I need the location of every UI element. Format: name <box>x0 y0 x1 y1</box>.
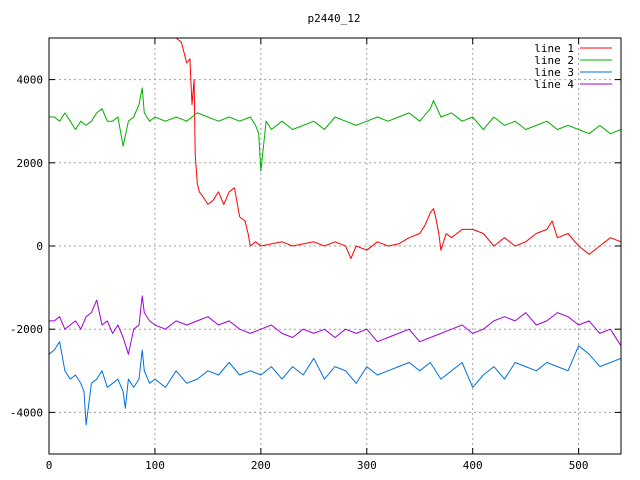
x-tick-label: 500 <box>569 459 589 472</box>
x-tick-label: 100 <box>145 459 165 472</box>
series-line-2 <box>49 87 621 172</box>
axis-ticks: 0 100 200 300 400 500 -4000 -2000 0 2000 4000 <box>10 38 621 472</box>
x-tick-label: 200 <box>251 459 271 472</box>
y-tick-label: 2000 <box>17 157 44 170</box>
x-tick-label: 0 <box>46 459 53 472</box>
legend-label: line 1 <box>534 42 574 55</box>
x-tick-label: 400 <box>463 459 483 472</box>
y-tick-label: 0 <box>36 240 43 253</box>
y-tick-label: -2000 <box>10 323 43 336</box>
grid <box>49 38 621 454</box>
x-tick-label: 300 <box>357 459 377 472</box>
series-group <box>49 38 621 426</box>
series-line-1 <box>175 38 621 259</box>
legend-label: line 2 <box>534 54 574 67</box>
y-tick-label: 4000 <box>17 74 44 87</box>
legend-label: line 3 <box>534 66 574 79</box>
legend-label: line 4 <box>534 78 574 91</box>
series-line-3 <box>49 341 621 426</box>
y-tick-label: -4000 <box>10 406 43 419</box>
series-line-4 <box>49 295 621 355</box>
chart-title: p2440_12 <box>308 12 361 25</box>
